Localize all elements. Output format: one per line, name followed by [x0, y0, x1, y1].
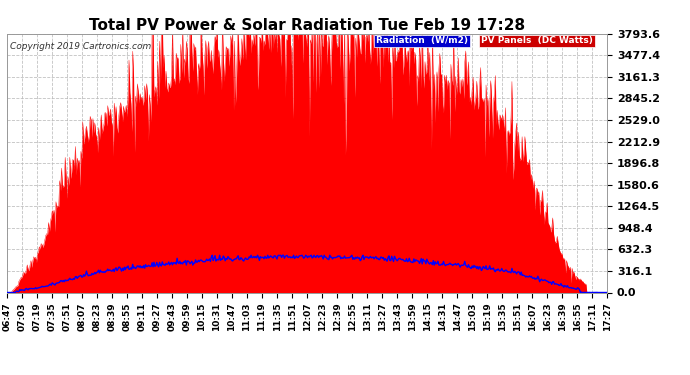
Text: Copyright 2019 Cartronics.com: Copyright 2019 Cartronics.com	[10, 42, 151, 51]
Title: Total PV Power & Solar Radiation Tue Feb 19 17:28: Total PV Power & Solar Radiation Tue Feb…	[89, 18, 525, 33]
Text: Radiation  (W/m2): Radiation (W/m2)	[376, 36, 468, 45]
Text: PV Panels  (DC Watts): PV Panels (DC Watts)	[481, 36, 593, 45]
